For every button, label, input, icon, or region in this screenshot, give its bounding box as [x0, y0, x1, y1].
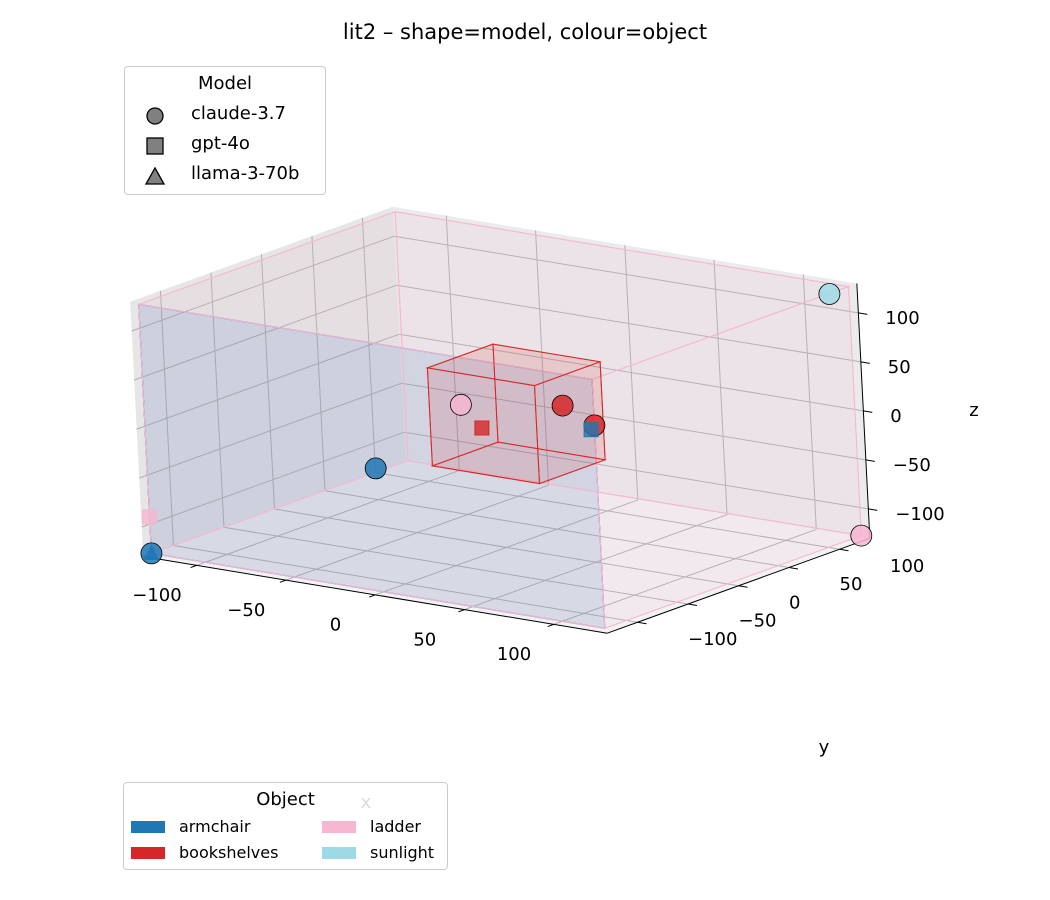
grid-lines	[131, 215, 869, 625]
bookshelves-swatch	[131, 847, 165, 859]
y-tick-label: 0	[789, 592, 800, 613]
legend-label-claude: claude-3.7	[191, 103, 286, 124]
ladder-swatch	[322, 821, 356, 833]
data-points	[140, 283, 873, 565]
armchair-claude-3.7-point	[364, 457, 387, 480]
triangle-marker-icon	[144, 166, 166, 185]
grid-line	[396, 284, 861, 363]
y-tick-mark	[839, 548, 849, 552]
y-tick-mark	[788, 567, 799, 570]
armchair-llama-3-70b-point	[143, 545, 160, 560]
grid-line	[802, 274, 817, 530]
x-tick-mark	[279, 579, 287, 583]
ladder-gpt-4o-point	[142, 509, 157, 525]
x-tick-label: 50	[413, 629, 436, 650]
model-legend-title: Model	[197, 73, 253, 94]
square-marker-icon	[146, 137, 164, 155]
z-tick-mark	[860, 361, 870, 364]
x-tick-mark	[368, 594, 376, 598]
z-tick-label: 0	[890, 406, 901, 427]
grid-line	[394, 235, 859, 314]
ladder-claude-3.7-point	[850, 524, 873, 547]
y-axis-label: y	[819, 737, 830, 758]
grid-line	[311, 235, 326, 491]
object-boxes	[136, 211, 864, 629]
y-tick-label: −50	[739, 611, 777, 632]
grid-line	[274, 508, 739, 587]
chart-title: lit2 – shape=model, colour=object	[342, 20, 708, 44]
z-tick-mark	[865, 459, 875, 462]
legend-entry-gpt: gpt-4o	[125, 132, 325, 158]
z-tick-label: 50	[888, 357, 911, 378]
z-tick-label: −100	[895, 504, 944, 525]
bookshelves-box-face	[533, 361, 606, 485]
armchair-swatch	[131, 821, 165, 833]
x-tick-label: 0	[330, 615, 341, 636]
grid-line	[133, 284, 397, 381]
z-tick-label: −50	[893, 455, 931, 476]
object-legend: Object armchair bookshelves ladder sunli…	[123, 782, 448, 870]
legend-entry-llama: llama-3-70b	[125, 162, 325, 188]
x-tick-label: −50	[227, 600, 265, 621]
legend-label-bookshelves: bookshelves	[179, 843, 279, 862]
grid-line	[399, 333, 864, 412]
grid-line	[553, 528, 817, 625]
y-tick-label: −100	[688, 629, 737, 650]
grid-line	[131, 235, 395, 332]
x-tick-label: 100	[497, 644, 531, 665]
legend-label-ladder: ladder	[370, 817, 421, 836]
y-tick-mark	[637, 621, 647, 625]
z-axis-label: z	[969, 400, 978, 421]
z-tick-mark	[858, 312, 868, 315]
object-legend-title: Object	[256, 789, 315, 810]
armchair-gpt-4o-point	[583, 422, 599, 438]
grid-line	[713, 259, 728, 515]
grid-line	[464, 514, 728, 611]
y-tick-mark	[687, 603, 698, 606]
grid-line	[375, 472, 840, 550]
x-tick-mark	[190, 564, 197, 569]
circle-marker-icon	[146, 107, 164, 125]
sunlight-claude-3.7-point	[818, 283, 841, 305]
axis-lines	[143, 283, 878, 634]
grid-line	[324, 490, 790, 568]
ladder-box-face	[591, 285, 862, 629]
model-legend: Model claude-3.7 gpt-4o llama-3-70b	[124, 66, 326, 195]
legend-label-gpt: gpt-4o	[191, 133, 250, 154]
ladder-claude-3.7-point	[449, 393, 472, 416]
z-tick-mark	[863, 410, 873, 413]
x-tick-label: −100	[132, 585, 181, 606]
sunlight-swatch	[322, 847, 356, 859]
x-tick-mark	[547, 623, 554, 628]
grid-line	[361, 217, 376, 473]
bookshelves-gpt-4o-point	[474, 420, 490, 436]
grid-line	[136, 333, 400, 430]
y-tick-mark	[738, 585, 748, 588]
y-tick-label: 50	[840, 574, 863, 595]
legend-label-sunlight: sunlight	[370, 843, 435, 862]
legend-entry-claude: claude-3.7	[125, 102, 325, 128]
ladder-box-face	[138, 211, 409, 555]
x-tick-mark	[458, 609, 465, 613]
y-tick-label: 100	[890, 556, 924, 577]
bookshelves-claude-3.7-point	[551, 394, 574, 417]
legend-label-armchair: armchair	[179, 817, 251, 836]
legend-label-llama: llama-3-70b	[191, 163, 300, 184]
z-tick-mark	[868, 508, 878, 511]
z-tick-label: 100	[885, 308, 919, 329]
